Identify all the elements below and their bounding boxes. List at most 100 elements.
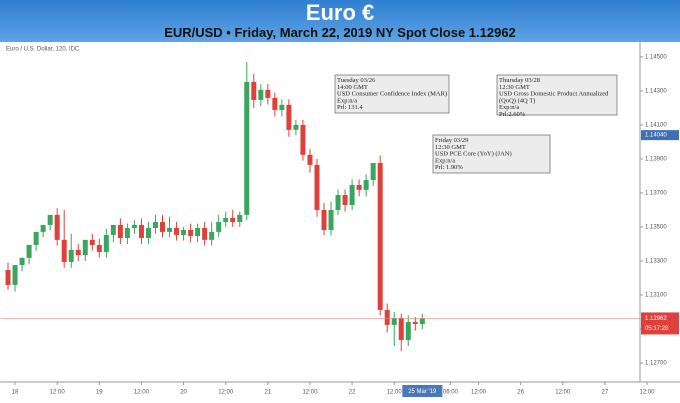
- candle-body: [398, 317, 404, 341]
- candle-body: [103, 234, 109, 252]
- y-tick-label: 1.14300: [645, 88, 667, 94]
- chart: Euro / U.S. Dollar, 120, IDC 1.14500 1.14…: [0, 42, 680, 403]
- candle-body: [209, 231, 215, 240]
- candle-body: [75, 249, 81, 256]
- candle-body: [110, 224, 116, 235]
- y-tick-label: 1.14100: [645, 123, 667, 129]
- event-text: USD PCE Core (YoY) (JAN): [435, 151, 512, 158]
- candle-body: [68, 249, 74, 262]
- candle-body: [258, 89, 264, 100]
- candle-body: [223, 217, 229, 223]
- event-box: [334, 74, 450, 114]
- candle-body: [54, 214, 60, 240]
- event-text: Friday 03/29: [435, 137, 468, 144]
- date-marker-box: [402, 385, 443, 397]
- x-tick-label: 12:00: [387, 390, 403, 396]
- candle-body: [342, 194, 348, 206]
- event-box: [432, 134, 551, 174]
- candle-body: [419, 318, 425, 325]
- x-tick-label: 12:00: [640, 390, 656, 396]
- candle-body: [405, 322, 411, 341]
- candle-body: [117, 224, 123, 239]
- candle-body: [335, 194, 341, 210]
- event-text: Exp:n/a: [337, 97, 357, 104]
- y-tick-label: 1.13100: [645, 293, 667, 299]
- candle-body: [174, 227, 180, 235]
- candle-body: [377, 163, 383, 310]
- x-tick-label: 21: [264, 390, 271, 396]
- candle-body: [293, 124, 299, 130]
- x-tick-label: 12:00: [218, 390, 234, 396]
- header: Euro € EUR/USD • Friday, March 22, 2019 …: [0, 0, 680, 42]
- candle-body: [321, 209, 327, 231]
- x-tick-label: 26: [517, 390, 524, 396]
- candle-body: [47, 214, 53, 225]
- event-text: Prl: 131.4: [337, 104, 363, 111]
- candle-body: [5, 269, 11, 285]
- x-tick-label: 20: [180, 390, 187, 396]
- marker-price-box: [641, 130, 679, 141]
- candle-body: [96, 244, 102, 252]
- event-text: Prl:2.60%: [499, 111, 526, 118]
- y-tick-label: 1.13900: [645, 157, 667, 163]
- candle-body: [244, 81, 250, 215]
- date-marker-label: 25 Mar '19: [408, 389, 437, 395]
- candle-body: [167, 227, 173, 232]
- candle-body: [33, 231, 39, 245]
- candle-body: [300, 124, 306, 155]
- candle-body: [26, 244, 32, 258]
- x-tick-label: 27: [602, 390, 609, 396]
- x-tick-label: 19: [96, 390, 103, 396]
- candle-body: [82, 239, 88, 256]
- event-text: Prl: 1.90%: [435, 164, 463, 171]
- candle-body: [412, 322, 418, 325]
- x-tick-label: 12:00: [471, 390, 487, 396]
- candle-body: [188, 230, 194, 236]
- candle-body: [230, 217, 236, 223]
- candle-body: [356, 184, 362, 190]
- candle-body: [40, 224, 46, 232]
- candle-body: [89, 239, 95, 245]
- candle-body: [265, 89, 271, 98]
- x-tick-label: 12:00: [302, 390, 318, 396]
- candle-body: [202, 227, 208, 240]
- candle-body: [61, 239, 67, 262]
- candle-body: [384, 309, 390, 325]
- event-text: Thursday 03/28: [499, 77, 540, 84]
- x-tick-label: 18: [12, 390, 19, 396]
- y-tick-label: 1.14500: [645, 54, 667, 60]
- event-text: (QoQ) (4Q T): [499, 97, 535, 104]
- y-tick-label: 1.13500: [645, 225, 667, 231]
- countdown-label: 05:17:28: [645, 326, 669, 332]
- marker-price-label: 1.14040: [645, 133, 667, 139]
- candle-body: [314, 164, 320, 210]
- candle-body: [328, 209, 334, 231]
- event-text: Tuesday 03/26: [337, 77, 376, 84]
- event-text: 12:30 GMT: [499, 84, 530, 91]
- candle-body: [251, 81, 257, 100]
- candle-body: [272, 97, 278, 110]
- x-tick-label: 12:00: [134, 390, 150, 396]
- candle-body: [363, 180, 369, 190]
- y-tick-label: 1.13700: [645, 191, 667, 197]
- candle-body: [216, 222, 222, 232]
- candle-body: [307, 154, 313, 165]
- x-tick-label: 06:00: [443, 390, 459, 396]
- candle-body: [160, 222, 166, 232]
- last-price-label: 1.12962: [645, 316, 667, 322]
- event-box: [496, 74, 618, 116]
- candle-body: [152, 222, 158, 228]
- candle-body: [12, 265, 18, 285]
- candle-body: [138, 224, 144, 239]
- candle-body: [124, 227, 130, 239]
- candle-body: [237, 214, 243, 223]
- candle-body: [131, 224, 137, 228]
- candle-body: [195, 227, 201, 236]
- chart-title: Euro / U.S. Dollar, 120, IDC: [6, 47, 80, 53]
- candle-body: [349, 184, 355, 206]
- candle-body: [181, 230, 187, 235]
- header-title: Euro €: [305, 0, 375, 25]
- event-text: USD Gross Domestic Product Annualized: [499, 91, 609, 98]
- event-text: 14:00 GMT: [337, 84, 368, 91]
